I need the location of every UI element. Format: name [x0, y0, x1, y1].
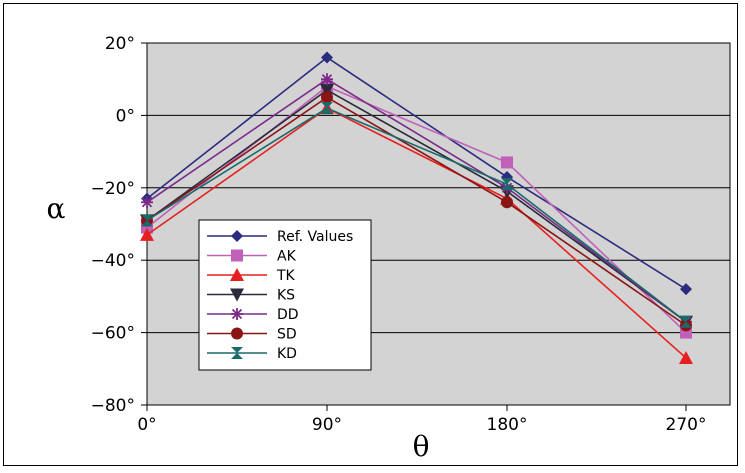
data-point: [321, 102, 333, 115]
y-axis-ticks: 20° 0° −20° −40° −60° −80°: [91, 34, 147, 416]
data-point: [141, 214, 153, 227]
series-layer: [140, 51, 693, 364]
legend-label: TK: [276, 268, 296, 284]
data-point: [321, 51, 333, 64]
data-point: [141, 196, 153, 209]
x-axis-label: θ: [413, 430, 430, 463]
legend-label: AK: [277, 249, 297, 265]
series-line: [146, 56, 687, 290]
x-axis-ticks: 0° 90° 180° 270°: [137, 405, 706, 435]
legend-item: SD: [207, 327, 297, 343]
data-point: [501, 178, 513, 191]
series-5: [141, 91, 692, 332]
legend-label: SD: [277, 327, 297, 343]
data-point: [321, 73, 333, 86]
series-line: [146, 107, 687, 359]
data-point: [680, 315, 692, 328]
legend-label: KS: [277, 288, 295, 304]
series-line: [146, 107, 687, 323]
legend-item: AK: [207, 249, 297, 265]
data-point: [320, 84, 334, 98]
x-tick-label: 90°: [312, 415, 342, 435]
legend-item: KS: [207, 288, 295, 304]
x-tick-label: 180°: [487, 415, 528, 435]
data-point: [140, 227, 154, 241]
y-tick-label: 20°: [105, 34, 135, 54]
legend-marker: [231, 347, 243, 359]
legend-item: KD: [207, 346, 297, 362]
x-tick-label: 0°: [137, 415, 156, 435]
legend-label: KD: [277, 346, 297, 362]
legend-marker: [231, 249, 243, 262]
legend-marker: [230, 268, 244, 281]
series-line: [146, 85, 687, 334]
data-point: [679, 350, 693, 364]
series-line: [146, 96, 687, 327]
legend-marker: [231, 230, 243, 242]
data-point: [321, 91, 333, 104]
series-6: [141, 102, 692, 328]
x-tick-label: 270°: [666, 415, 707, 435]
legend-item: TK: [207, 268, 296, 284]
y-tick-label: 0°: [116, 106, 135, 126]
y-tick-label: −40°: [91, 251, 135, 271]
y-tick-label: −60°: [91, 324, 135, 344]
legend-marker: [230, 288, 244, 302]
y-tick-label: −80°: [91, 396, 135, 416]
legend-item: DD: [207, 307, 299, 323]
legend-marker: [231, 308, 243, 320]
data-point: [501, 156, 513, 169]
legend-marker: [231, 327, 243, 340]
legend-label: DD: [277, 307, 299, 323]
legend-item: Ref. Values: [207, 229, 353, 245]
legend: Ref. Values AK TK KS DD SD KD: [198, 219, 372, 371]
series-line: [146, 89, 687, 323]
series-line: [146, 78, 687, 323]
y-axis-label: α: [47, 192, 66, 225]
data-point: [680, 283, 692, 296]
data-point: [501, 196, 513, 209]
legend-label: Ref. Values: [277, 229, 353, 245]
y-tick-label: −20°: [91, 179, 135, 199]
